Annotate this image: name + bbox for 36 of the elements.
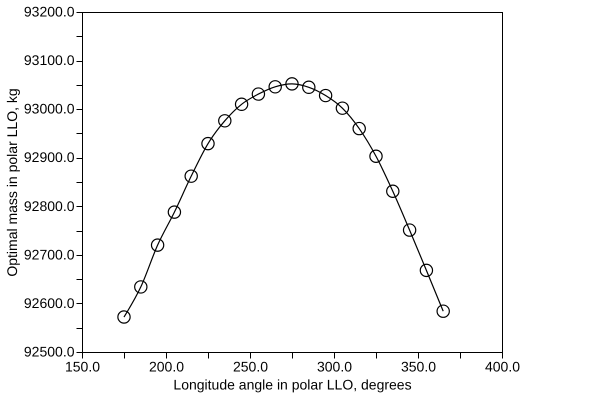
y-tick-label: 93000.0	[24, 100, 75, 117]
x-tick-label: 150.0	[64, 358, 100, 374]
point	[420, 264, 434, 278]
point	[336, 101, 350, 115]
y-axis-title: Optimal mass in polar LLO, kg	[4, 88, 20, 277]
point	[318, 88, 332, 102]
point	[302, 80, 316, 94]
point	[268, 80, 282, 94]
point	[134, 280, 148, 294]
y-tick-label: 92900.0	[24, 149, 75, 166]
point	[252, 87, 266, 101]
y-tick-label: 93100.0	[24, 52, 75, 68]
x-tick-label: 400.0	[484, 358, 520, 374]
point	[436, 304, 450, 318]
point	[117, 310, 131, 324]
point	[352, 122, 366, 136]
point	[402, 223, 416, 237]
point	[184, 169, 198, 183]
point	[201, 136, 215, 150]
point	[369, 150, 383, 163]
x-tick-label: 200.0	[148, 358, 184, 374]
x-tick-label: 300.0	[316, 358, 352, 374]
x-axis-title: Longitude angle in polar LLO, degrees	[173, 376, 412, 392]
y-tick-label: 92800.0	[24, 198, 75, 214]
point	[168, 205, 182, 219]
point	[386, 184, 400, 198]
x-tick-label: 250.0	[232, 358, 268, 374]
y-tick-label: 92600.0	[24, 294, 75, 311]
point	[218, 114, 232, 128]
x-tick-label: 350.0	[400, 358, 436, 374]
y-tick-label: 92500.0	[24, 344, 75, 360]
point	[234, 98, 248, 111]
y-tick-label: 93200.0	[24, 4, 75, 20]
point	[285, 77, 299, 91]
y-tick-label: 92700.0	[24, 246, 75, 262]
point	[150, 238, 164, 252]
